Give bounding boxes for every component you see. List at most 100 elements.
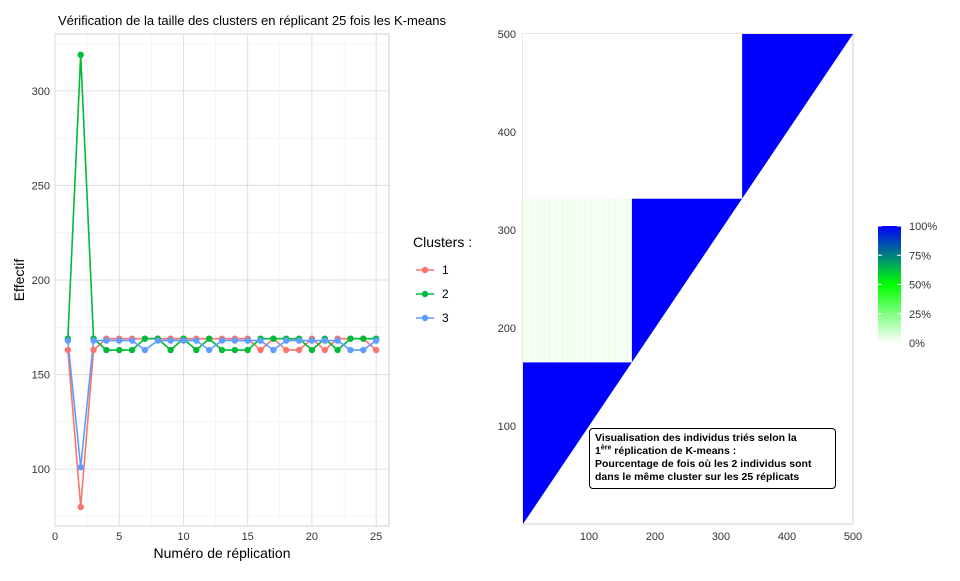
x-tick-label: 15 [242, 531, 254, 543]
series-1-point [90, 346, 97, 354]
series-3-point [90, 337, 97, 344]
series-1-point [77, 503, 84, 511]
series-3-point [295, 337, 303, 344]
heatmap-x-tick-label: 100 [580, 531, 598, 543]
legend-label-2: 2 [442, 287, 449, 301]
y-tick-label: 200 [32, 275, 50, 287]
y-tick-label: 300 [32, 86, 50, 98]
heatmap-x-tick-label: 200 [646, 531, 664, 543]
series-2-point [308, 346, 316, 354]
heatmap-block [631, 34, 743, 199]
series-3-point [270, 346, 277, 354]
y-tick-label: 150 [32, 370, 50, 382]
heatmap-x-tick-label: 500 [844, 531, 862, 543]
annotation-line-2-suffix: réplication de K-means : [611, 445, 737, 457]
series-2-point [167, 346, 174, 354]
series-3-point [372, 337, 380, 344]
series-3-point [77, 464, 84, 471]
series-3-point [231, 337, 239, 344]
series-1-point [321, 346, 328, 354]
series-2-point [231, 346, 239, 354]
heatmap-y-tick-label: 300 [498, 225, 516, 237]
x-tick-label: 25 [370, 531, 382, 543]
series-3-point [218, 337, 226, 344]
series-3-point [64, 337, 72, 344]
series-3-point [128, 337, 136, 344]
series-3-point [205, 346, 213, 354]
series-2-point [347, 335, 354, 342]
series-1-point [283, 346, 290, 354]
series-3-point [360, 346, 367, 354]
legend: Clusters : 1 2 3 [413, 234, 472, 325]
x-tick-label: 5 [116, 531, 122, 543]
heatmap-block [523, 34, 632, 199]
series-2-point [116, 346, 123, 354]
legend-title: Clusters : [413, 234, 472, 250]
x-tick-label: 20 [306, 531, 318, 543]
series-2-point [193, 346, 200, 354]
series-2-point [128, 346, 136, 354]
colorbar-label: 50% [909, 280, 931, 292]
series-2-point [244, 346, 251, 354]
legend-key-point-2 [421, 290, 429, 298]
line-chart-title: Vérification de la taille des clusters e… [58, 13, 447, 28]
line-chart: 0 5 10 15 20 25 100 150 200 250 300 Vérification de… [11, 13, 447, 561]
series-3-point [167, 337, 174, 344]
series-3-point [180, 337, 187, 344]
series-3-point [308, 337, 316, 344]
annotation-line-1: Visualisation des individus triés selon … [595, 432, 797, 444]
series-2-point [218, 346, 226, 354]
series-1-point [295, 346, 303, 354]
x-axis-title: Numéro de réplication [154, 545, 291, 561]
y-tick-label: 250 [32, 180, 50, 192]
series-2-point [360, 335, 367, 342]
y-tick-label: 100 [32, 464, 50, 476]
series-3-point [257, 337, 264, 344]
series-3-point [347, 346, 354, 354]
colorbar-gradient [878, 226, 901, 343]
heatmap-x-tick-label: 300 [712, 531, 730, 543]
series-3-point [334, 337, 341, 344]
heatmap-block [523, 198, 632, 363]
annotation-line-2: 1ère réplication de K-means : [595, 445, 830, 458]
heatmap-annotation: Visualisation des individus triés selon … [589, 428, 836, 489]
annotation-line-2-prefix: 1 [595, 445, 601, 457]
colorbar: 100% 75% 50% 25% 0% [878, 221, 937, 350]
colorbar-label: 100% [909, 221, 937, 233]
heatmap-y-tick-label: 200 [498, 323, 516, 335]
series-1-point [257, 346, 264, 354]
series-1-point [372, 346, 380, 354]
x-tick-label: 10 [177, 531, 189, 543]
colorbar-label: 25% [909, 309, 931, 321]
series-3-point [321, 337, 328, 344]
series-2-point [205, 335, 213, 342]
series-2-point [141, 335, 149, 342]
annotation-line-2-sup: ère [600, 444, 612, 452]
series-3-point [283, 337, 290, 344]
annotation-line-3: Pourcentage de fois où les 2 individus s… [595, 458, 812, 470]
heatmap-y-tick-label: 400 [498, 127, 516, 139]
y-axis-title: Effectif [11, 259, 27, 302]
legend-label-1: 1 [442, 263, 449, 277]
colorbar-label: 0% [909, 338, 925, 350]
annotation-line-4: dans le même cluster sur les 25 réplicat… [595, 471, 800, 483]
heatmap-x-tick-label: 400 [778, 531, 796, 543]
series-2-point [270, 335, 277, 342]
series-1-point [64, 346, 72, 354]
legend-key-point-3 [421, 314, 429, 322]
heatmap-block [523, 362, 632, 524]
series-2-point [334, 346, 341, 354]
series-3-point [244, 337, 251, 344]
heatmap-y-tick-label: 500 [498, 29, 516, 41]
legend-label-3: 3 [442, 311, 449, 325]
series-3-point [154, 337, 161, 344]
series-3-point [141, 346, 149, 354]
series-2-point [103, 346, 110, 354]
colorbar-label: 75% [909, 250, 931, 262]
series-2-point [77, 51, 84, 59]
x-tick-label: 0 [52, 531, 58, 543]
series-3-point [103, 337, 110, 344]
heatmap-y-tick-label: 100 [498, 421, 516, 433]
